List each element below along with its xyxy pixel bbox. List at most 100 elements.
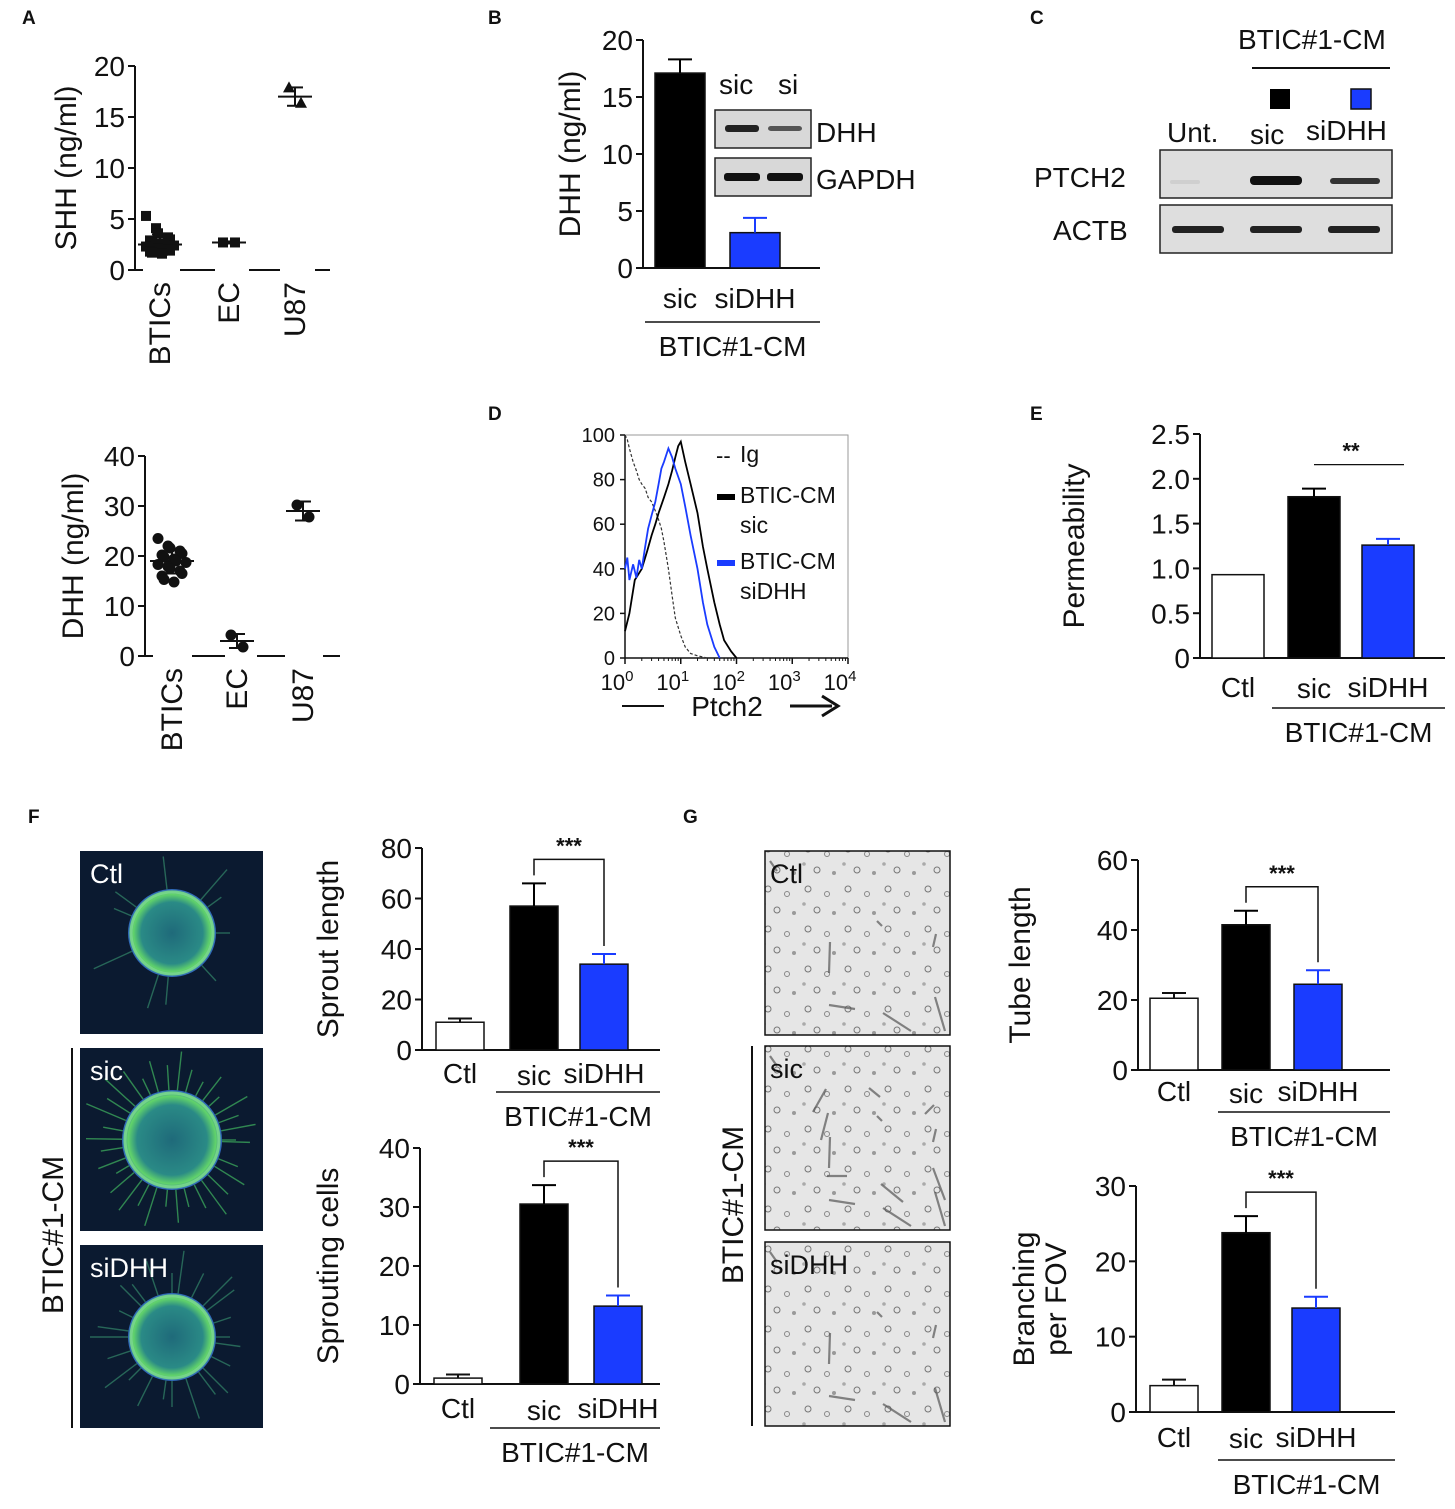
x-tick-label: Ctl xyxy=(441,1393,475,1424)
y-tick-label: 0 xyxy=(396,1035,412,1066)
data-point xyxy=(169,240,179,251)
sprout xyxy=(93,950,133,970)
sprout xyxy=(207,1174,229,1195)
data-point xyxy=(158,574,170,585)
sprout xyxy=(97,1325,129,1332)
blot-b-lane-si: si xyxy=(778,69,798,100)
tube xyxy=(931,1167,947,1201)
y-axis-label: Tube length xyxy=(1004,886,1037,1043)
y-tick-label: 0 xyxy=(109,255,125,286)
histogram-line-sidhh xyxy=(624,445,721,659)
panel-letter-a: A xyxy=(22,8,36,29)
blot-b-band xyxy=(767,173,803,181)
tube xyxy=(828,1003,856,1011)
chart-f-sprout-length: 0 20 40 60 80 Sprout length Ctl sic siDHH BTIC#1-… xyxy=(312,833,660,1132)
g-image-label: sic xyxy=(770,1054,803,1084)
x-tick-label: siDHH xyxy=(564,1058,645,1089)
x-tick-label: siDHH xyxy=(1276,1422,1357,1453)
x-tick-label: Ctl xyxy=(443,1058,477,1089)
y-tick-label: 20 xyxy=(381,985,412,1016)
y-tick-label: 20 xyxy=(1095,1246,1126,1277)
blot-b-band xyxy=(725,125,759,132)
tube xyxy=(931,933,938,948)
sprout xyxy=(183,1188,190,1208)
sprout xyxy=(197,1371,216,1395)
tube xyxy=(827,941,832,974)
tube xyxy=(882,1207,912,1227)
data-point xyxy=(158,551,170,563)
tube xyxy=(876,1115,883,1122)
g-side-label: BTIC#1-CM xyxy=(717,1126,750,1284)
significance-stars: *** xyxy=(1268,1166,1294,1191)
sprout xyxy=(195,1081,204,1097)
bar-ctl xyxy=(435,1021,485,1051)
y-axis-label: DHH (ng/ml) xyxy=(57,473,90,640)
sprout xyxy=(118,1310,133,1319)
blot-c-ptch2-strip xyxy=(1159,149,1393,199)
sprout xyxy=(146,974,160,1009)
legend-swatch xyxy=(717,560,735,566)
x-tick-label: Ctl xyxy=(1157,1422,1191,1453)
sprout xyxy=(162,856,168,890)
sprout xyxy=(106,1097,131,1114)
y-tick-label: 100 xyxy=(582,425,615,447)
sprout xyxy=(190,1273,205,1298)
group-label: BTIC#1-CM xyxy=(659,331,807,362)
y-tick-label: 5 xyxy=(617,196,633,227)
sprout xyxy=(148,1060,159,1093)
x-tick-label: sic xyxy=(1229,1423,1263,1454)
histogram-line-ig xyxy=(624,434,708,659)
y-axis-label: per FOV xyxy=(1040,1242,1073,1355)
y-axis-label: SHH (ng/ml) xyxy=(50,85,83,250)
x-tick-label: EC xyxy=(221,668,254,710)
y-tick-label: 1.5 xyxy=(1151,509,1190,540)
y-tick-label: 10 xyxy=(379,1310,410,1341)
x-tick-label: 101 xyxy=(656,668,689,695)
data-point xyxy=(151,223,161,234)
sprout xyxy=(202,1367,229,1394)
blot-c-band xyxy=(1250,226,1302,233)
data-point xyxy=(159,239,169,250)
bar-sidhh xyxy=(1291,1307,1341,1413)
sprout xyxy=(114,891,137,908)
tube xyxy=(931,1128,938,1143)
sprout xyxy=(110,1172,135,1194)
panel-letter-b: B xyxy=(488,8,502,29)
y-tick-label: 5 xyxy=(109,204,125,235)
chart-g-branching: 0 10 20 30 Branching per FOV Ctl sic siDHH BTIC#1… xyxy=(1008,1166,1395,1500)
bar-sidhh xyxy=(579,963,629,1051)
data-point xyxy=(295,96,307,108)
sprout xyxy=(208,1096,220,1107)
data-point xyxy=(225,629,237,641)
plot-frame xyxy=(624,434,849,659)
sprout xyxy=(122,1071,144,1100)
blot-c-band xyxy=(1330,178,1380,184)
sprout xyxy=(113,907,132,917)
tube xyxy=(933,996,947,1032)
x-tick-label: sic xyxy=(1297,673,1331,704)
sprout xyxy=(206,1289,235,1312)
x-tick-label: 104 xyxy=(824,668,857,695)
f-microscopy-column: Ctl sic siDHH BTIC#1-CM xyxy=(37,851,263,1428)
y-tick-label: 40 xyxy=(593,559,615,581)
sprout xyxy=(200,1179,227,1215)
sprout xyxy=(185,1069,193,1093)
y-tick-label: 0 xyxy=(119,641,135,672)
group-label: BTIC#1-CM xyxy=(1285,717,1433,748)
blot-c-band xyxy=(1250,176,1302,185)
g-microscopy-column: Ctl sic siDHH BTIC#1-CM xyxy=(717,850,951,1427)
y-tick-label: 0 xyxy=(394,1369,410,1400)
x-tick-label: BTICs xyxy=(144,282,177,365)
chart-g-tube-length: 0 20 40 60 Tube length Ctl sic siDHH BTIC#1-CM **… xyxy=(1004,845,1390,1152)
panel-letter-f: F xyxy=(28,807,40,828)
y-tick-label: 1.0 xyxy=(1151,553,1190,584)
data-point xyxy=(157,248,167,259)
y-axis-label: DHH (ng/ml) xyxy=(554,71,587,238)
y-tick-label: 20 xyxy=(104,541,135,572)
panel-g: G Ctl sic siDHH BTIC#1-CM 0 20 40 60 Tube lengt… xyxy=(683,807,1395,1500)
y-tick-label: 30 xyxy=(104,491,135,522)
data-point xyxy=(147,247,157,258)
data-point xyxy=(164,542,176,554)
significance-bracket xyxy=(1245,886,1319,963)
